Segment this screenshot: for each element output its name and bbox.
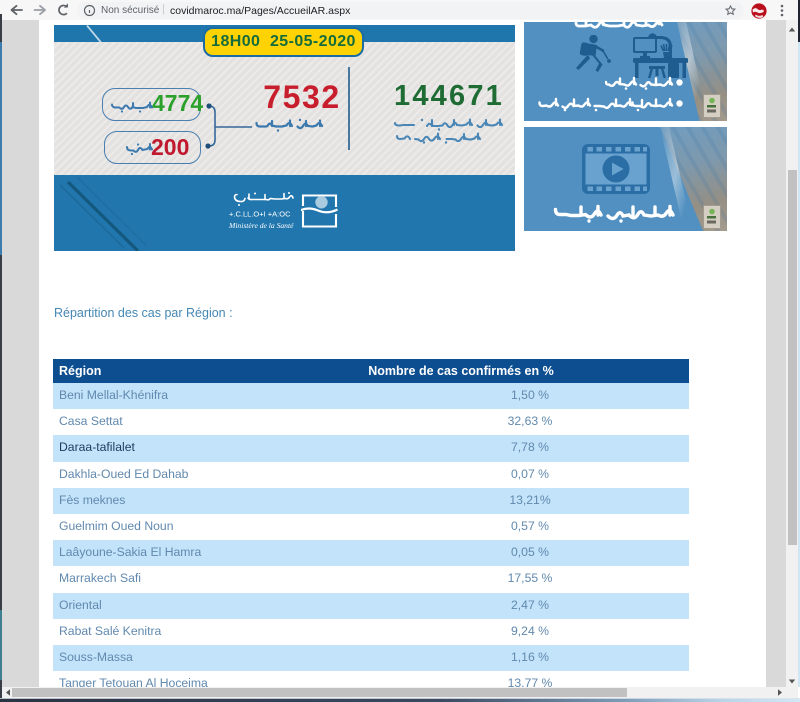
svg-text:Ministère de la Santé: Ministère de la Santé: [228, 221, 294, 230]
svg-text:+.C.LL.O+I +A:OC: +.C.LL.O+I +A:OC: [229, 210, 291, 219]
